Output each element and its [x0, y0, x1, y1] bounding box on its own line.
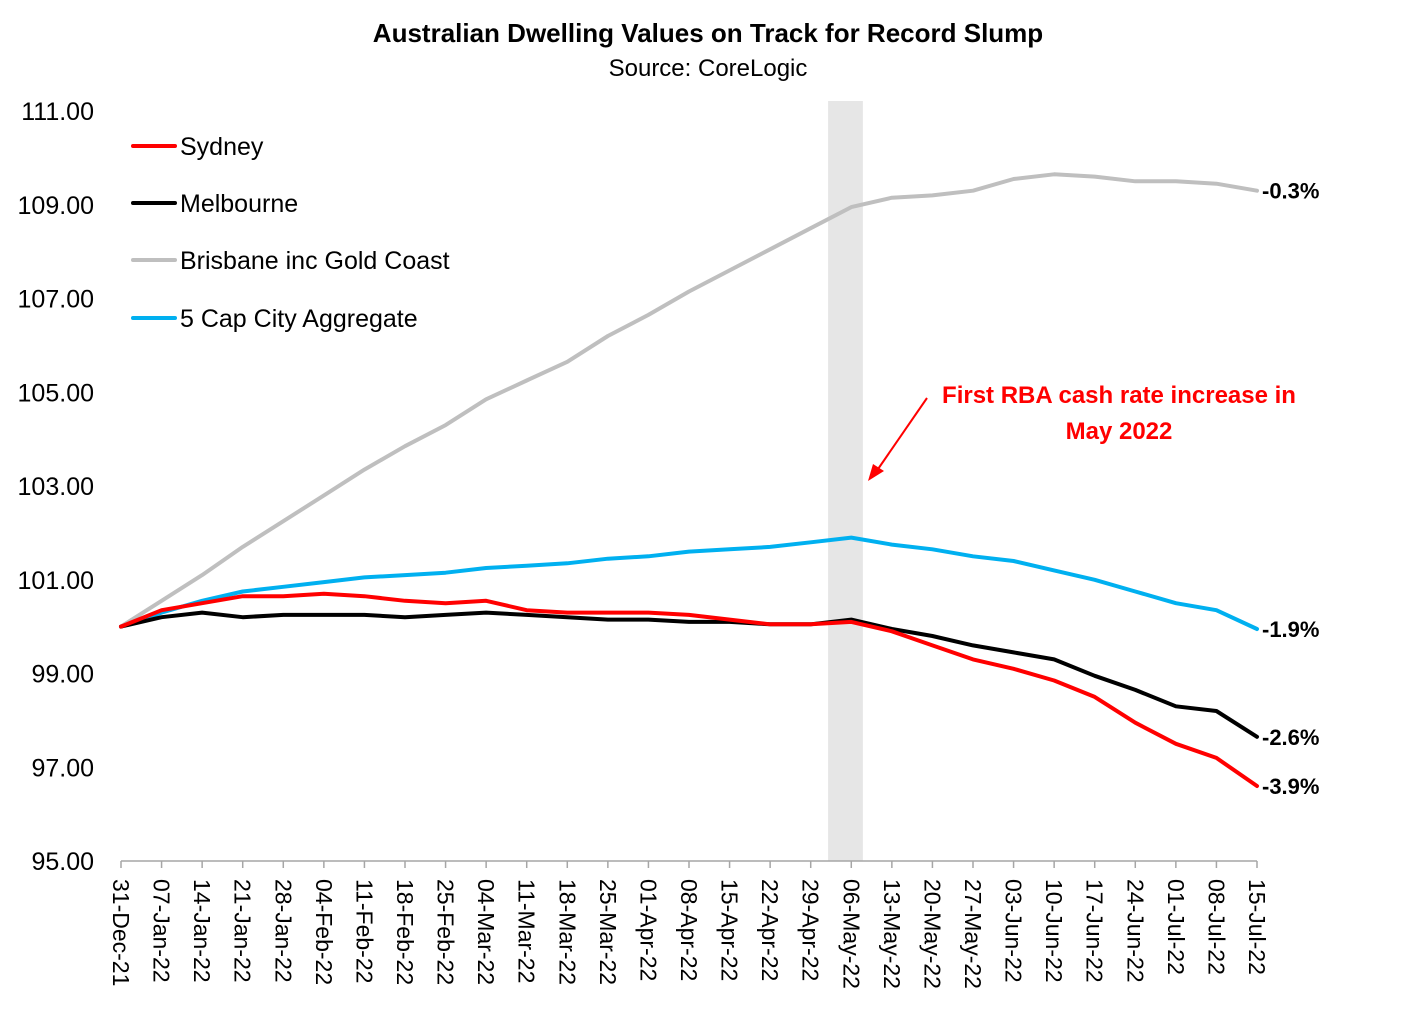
x-tick-label: 01-Apr-22	[635, 879, 661, 981]
y-tick-label: 103.00	[18, 473, 94, 501]
end-label: -3.9%	[1262, 774, 1319, 799]
series-line-brisbane-inc-gold-coast	[119, 172, 1259, 629]
x-tick-label: 10-Jun-22	[1041, 879, 1067, 983]
x-tick-label: 20-May-22	[919, 879, 945, 989]
x-tick-label: 11-Mar-22	[514, 879, 540, 983]
annotation-arrowhead	[868, 464, 884, 481]
y-tick-label: 105.00	[18, 379, 94, 407]
x-tick-label: 04-Feb-22	[311, 879, 337, 985]
x-tick-label: 28-Jan-22	[270, 879, 296, 983]
x-tick-label: 01-Jul-22	[1163, 879, 1189, 975]
end-label: -0.3%	[1262, 179, 1319, 204]
x-tick-label: 08-Apr-22	[676, 879, 702, 981]
x-tick-label: 25-Feb-22	[433, 879, 459, 985]
x-tick-label: 21-Jan-22	[230, 879, 256, 983]
annotation-text: May 2022	[1066, 418, 1173, 445]
x-tick-label: 14-Jan-22	[189, 879, 215, 983]
x-tick-label: 13-May-22	[879, 879, 905, 989]
series-line-sydney	[119, 591, 1259, 788]
x-tick-label: 03-Jun-22	[1001, 879, 1027, 983]
x-tick-label: 18-Feb-22	[392, 879, 418, 985]
x-tick-label: 18-Mar-22	[554, 879, 580, 985]
chart-title: Australian Dwelling Values on Track for …	[373, 18, 1043, 48]
end-label: -1.9%	[1262, 617, 1319, 642]
x-tick-label: 29-Apr-22	[798, 879, 824, 981]
series-line-5-cap-city-aggregate	[119, 535, 1259, 631]
x-tick-label: 06-May-22	[838, 879, 864, 989]
y-tick-label: 107.00	[18, 286, 94, 314]
rba-shaded-region	[828, 101, 863, 861]
x-tick-label: 11-Feb-22	[351, 879, 377, 983]
y-tick-label: 101.00	[18, 567, 94, 595]
plot-area: 95.00 97.00 99.00 101.00 103.00 105.00 107.00 1…	[18, 98, 1320, 989]
x-tick-label: 08-Jul-22	[1203, 879, 1229, 975]
x-tick-label: 17-Jun-22	[1082, 879, 1108, 983]
x-tick-label: 04-Mar-22	[473, 879, 499, 985]
annotation-text: First RBA cash rate increase in	[942, 382, 1296, 409]
y-tick-label: 97.00	[31, 754, 94, 782]
y-tick-label: 111.00	[21, 98, 94, 126]
legend-label: Brisbane inc Gold Coast	[180, 247, 450, 275]
x-tick-label: 31-Dec-21	[108, 879, 134, 986]
chart-subtitle: Source: CoreLogic	[609, 55, 808, 82]
legend-label: 5 Cap City Aggregate	[180, 305, 418, 333]
x-tick-label: 15-Apr-22	[717, 879, 743, 981]
legend-label: Sydney	[180, 133, 264, 161]
x-tick-label: 07-Jan-22	[149, 879, 175, 983]
x-tick-label: 22-Apr-22	[757, 879, 783, 981]
series-line-melbourne	[119, 610, 1259, 739]
y-tick-label: 109.00	[18, 192, 94, 220]
x-tick-label: 27-May-22	[960, 879, 986, 989]
legend-label: Melbourne	[180, 190, 298, 218]
end-label: -2.6%	[1262, 725, 1319, 750]
y-tick-label: 95.00	[31, 848, 94, 876]
annotation-arrow	[875, 397, 928, 473]
y-tick-label: 99.00	[31, 661, 94, 689]
x-tick-label: 25-Mar-22	[595, 879, 621, 985]
x-tick-label: 15-Jul-22	[1244, 879, 1270, 975]
x-tick-label: 24-Jun-22	[1122, 879, 1148, 983]
